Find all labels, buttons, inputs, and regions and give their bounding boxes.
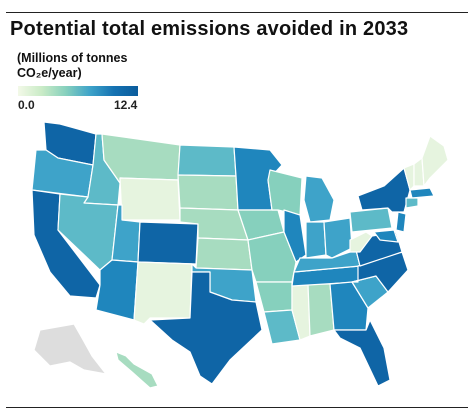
state-maine [421,135,449,187]
legend-min-label: 0.0 [18,98,35,112]
state-new-york [357,167,411,213]
state-connecticut [405,197,419,209]
state-wisconsin [267,169,303,216]
state-arkansas [255,281,293,313]
state-pennsylvania [349,207,393,233]
state-south-dakota [177,174,239,211]
state-florida [333,319,391,387]
legend-title-line1: (Millions of tonnes [17,51,128,65]
legend-max-label: 12.4 [114,98,138,112]
legend-title: (Millions of tonnes CO₂e/year) [17,51,157,81]
state-indiana [305,221,327,259]
state-kansas [195,237,253,271]
state-alaska [33,323,107,375]
state-west-virginia [349,231,373,253]
state-hawaii [115,351,159,389]
map-title: Potential total emissions avoided in 203… [10,18,409,40]
legend-title-line2: CO₂e/year) [17,66,82,80]
state-maryland [373,229,399,243]
state-texas [149,271,263,385]
state-colorado [137,221,199,265]
state-arizona [95,259,139,321]
state-wyoming [119,177,181,221]
legend-color-scale [18,86,138,96]
state-north-dakota [177,144,237,177]
state-new-mexico [133,261,193,325]
state-georgia [329,281,369,331]
state-new-jersey [395,211,407,233]
state-ohio [323,217,353,259]
state-north-carolina [351,251,409,293]
state-massachusetts [409,187,435,199]
bottom-rule [6,407,468,408]
top-rule [6,12,468,13]
state-michigan [303,175,335,223]
